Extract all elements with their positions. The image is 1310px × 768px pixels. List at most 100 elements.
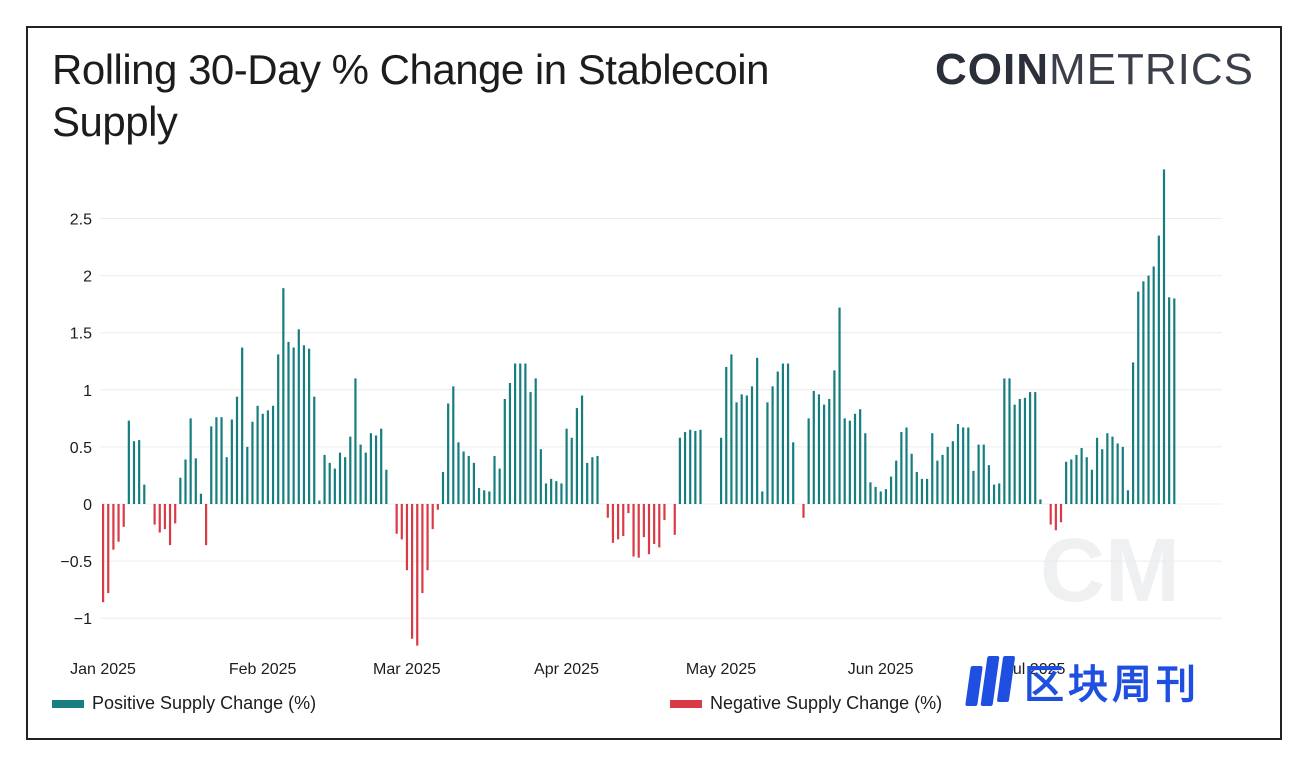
positive-bar — [1080, 448, 1083, 504]
y-tick-label: 1 — [83, 383, 92, 400]
positive-bar — [1111, 436, 1114, 504]
negative-bar — [153, 504, 156, 525]
positive-bar — [282, 288, 285, 504]
positive-bar — [441, 472, 445, 504]
x-tick-label: Jul 2025 — [1005, 661, 1066, 678]
negative-bar — [622, 504, 625, 536]
positive-bar — [550, 478, 553, 504]
positive-bar — [807, 418, 810, 504]
negative-bar — [617, 504, 620, 540]
positive-bar — [261, 413, 264, 504]
positive-bar — [308, 348, 311, 504]
positive-bar — [828, 398, 831, 504]
watermark-logo-icon — [965, 656, 1016, 706]
positive-bar — [1132, 362, 1135, 504]
positive-bar — [962, 427, 965, 504]
negative-bar — [421, 504, 424, 594]
brand-coin: COIN — [935, 45, 1049, 94]
positive-bar — [1137, 291, 1140, 504]
positive-bar — [385, 469, 388, 504]
x-tick-label: May 2025 — [686, 661, 756, 678]
positive-bar — [1162, 169, 1166, 505]
positive-bar — [271, 405, 275, 504]
positive-bar — [323, 454, 326, 504]
positive-bar — [905, 427, 908, 504]
positive-bar — [359, 444, 362, 504]
positive-bar — [956, 424, 960, 504]
positive-bar — [678, 437, 681, 504]
positive-bar — [838, 307, 841, 504]
positive-bar — [1008, 378, 1011, 504]
x-tick-label: Apr 2025 — [534, 661, 599, 678]
positive-bar — [580, 395, 584, 504]
positive-bar — [251, 421, 254, 504]
positive-bar — [931, 433, 934, 504]
positive-bar — [750, 386, 754, 504]
positive-bar — [483, 490, 486, 504]
positive-bar — [889, 476, 893, 504]
positive-bar — [864, 433, 867, 504]
positive-bar — [781, 363, 784, 504]
positive-bar — [1034, 392, 1037, 504]
negative-bar — [102, 504, 105, 603]
x-tick-label: Mar 2025 — [373, 661, 441, 678]
negative-bar — [1049, 504, 1052, 525]
positive-bar — [895, 460, 898, 504]
positive-bar — [313, 396, 316, 504]
positive-bar — [529, 392, 532, 504]
positive-bar — [740, 394, 743, 504]
negative-bar — [632, 504, 635, 557]
negative-bar — [673, 504, 676, 535]
positive-bar — [1126, 490, 1130, 504]
positive-bar — [920, 478, 924, 504]
legend-positive: Positive Supply Change (%) — [52, 693, 316, 714]
positive-bar — [1157, 235, 1160, 504]
positive-bar — [472, 462, 475, 504]
positive-bar — [884, 489, 887, 504]
positive-bar — [230, 419, 233, 504]
positive-bar — [853, 413, 857, 504]
positive-bar — [848, 420, 851, 504]
y-tick-label: 0 — [83, 497, 92, 514]
negative-bar — [627, 504, 630, 514]
negative-bar — [400, 504, 403, 540]
negative-bar — [663, 504, 666, 520]
positive-bar — [915, 472, 918, 504]
negative-bar — [647, 504, 651, 555]
x-tick-label: Jun 2025 — [848, 661, 914, 678]
background-watermark: CM — [1040, 521, 1180, 621]
positive-bar — [1142, 281, 1145, 504]
negative-bar — [168, 504, 172, 546]
positive-bar — [591, 457, 594, 504]
positive-bar — [967, 427, 970, 504]
negative-bar — [611, 504, 615, 543]
positive-bar — [1106, 433, 1109, 504]
positive-bar — [519, 363, 522, 504]
positive-bar — [859, 409, 862, 504]
chart-title: Rolling 30-Day % Change in Stablecoin Su… — [52, 46, 769, 145]
positive-bar — [725, 366, 728, 504]
x-tick-label: Feb 2025 — [229, 661, 297, 678]
positive-bar — [987, 465, 990, 504]
positive-bar — [992, 484, 996, 504]
positive-bar — [735, 402, 738, 504]
negative-bar — [802, 504, 805, 518]
x-tick-label: Jan 2025 — [70, 661, 136, 678]
negative-bar — [1054, 504, 1057, 531]
positive-bar — [246, 446, 249, 504]
y-tick-label: 1.5 — [70, 326, 92, 343]
positive-bar — [199, 493, 203, 504]
positive-bar — [225, 457, 228, 504]
positive-bar — [462, 451, 465, 504]
negative-bar — [426, 504, 429, 571]
positive-bar — [1095, 437, 1099, 504]
positive-bar — [539, 449, 542, 504]
positive-bar — [374, 435, 378, 504]
positive-bar — [297, 329, 300, 504]
positive-bar — [1090, 469, 1093, 504]
positive-bar — [998, 483, 1001, 504]
positive-bar — [215, 417, 218, 504]
positive-bar — [127, 420, 130, 504]
negative-bar — [606, 504, 609, 518]
